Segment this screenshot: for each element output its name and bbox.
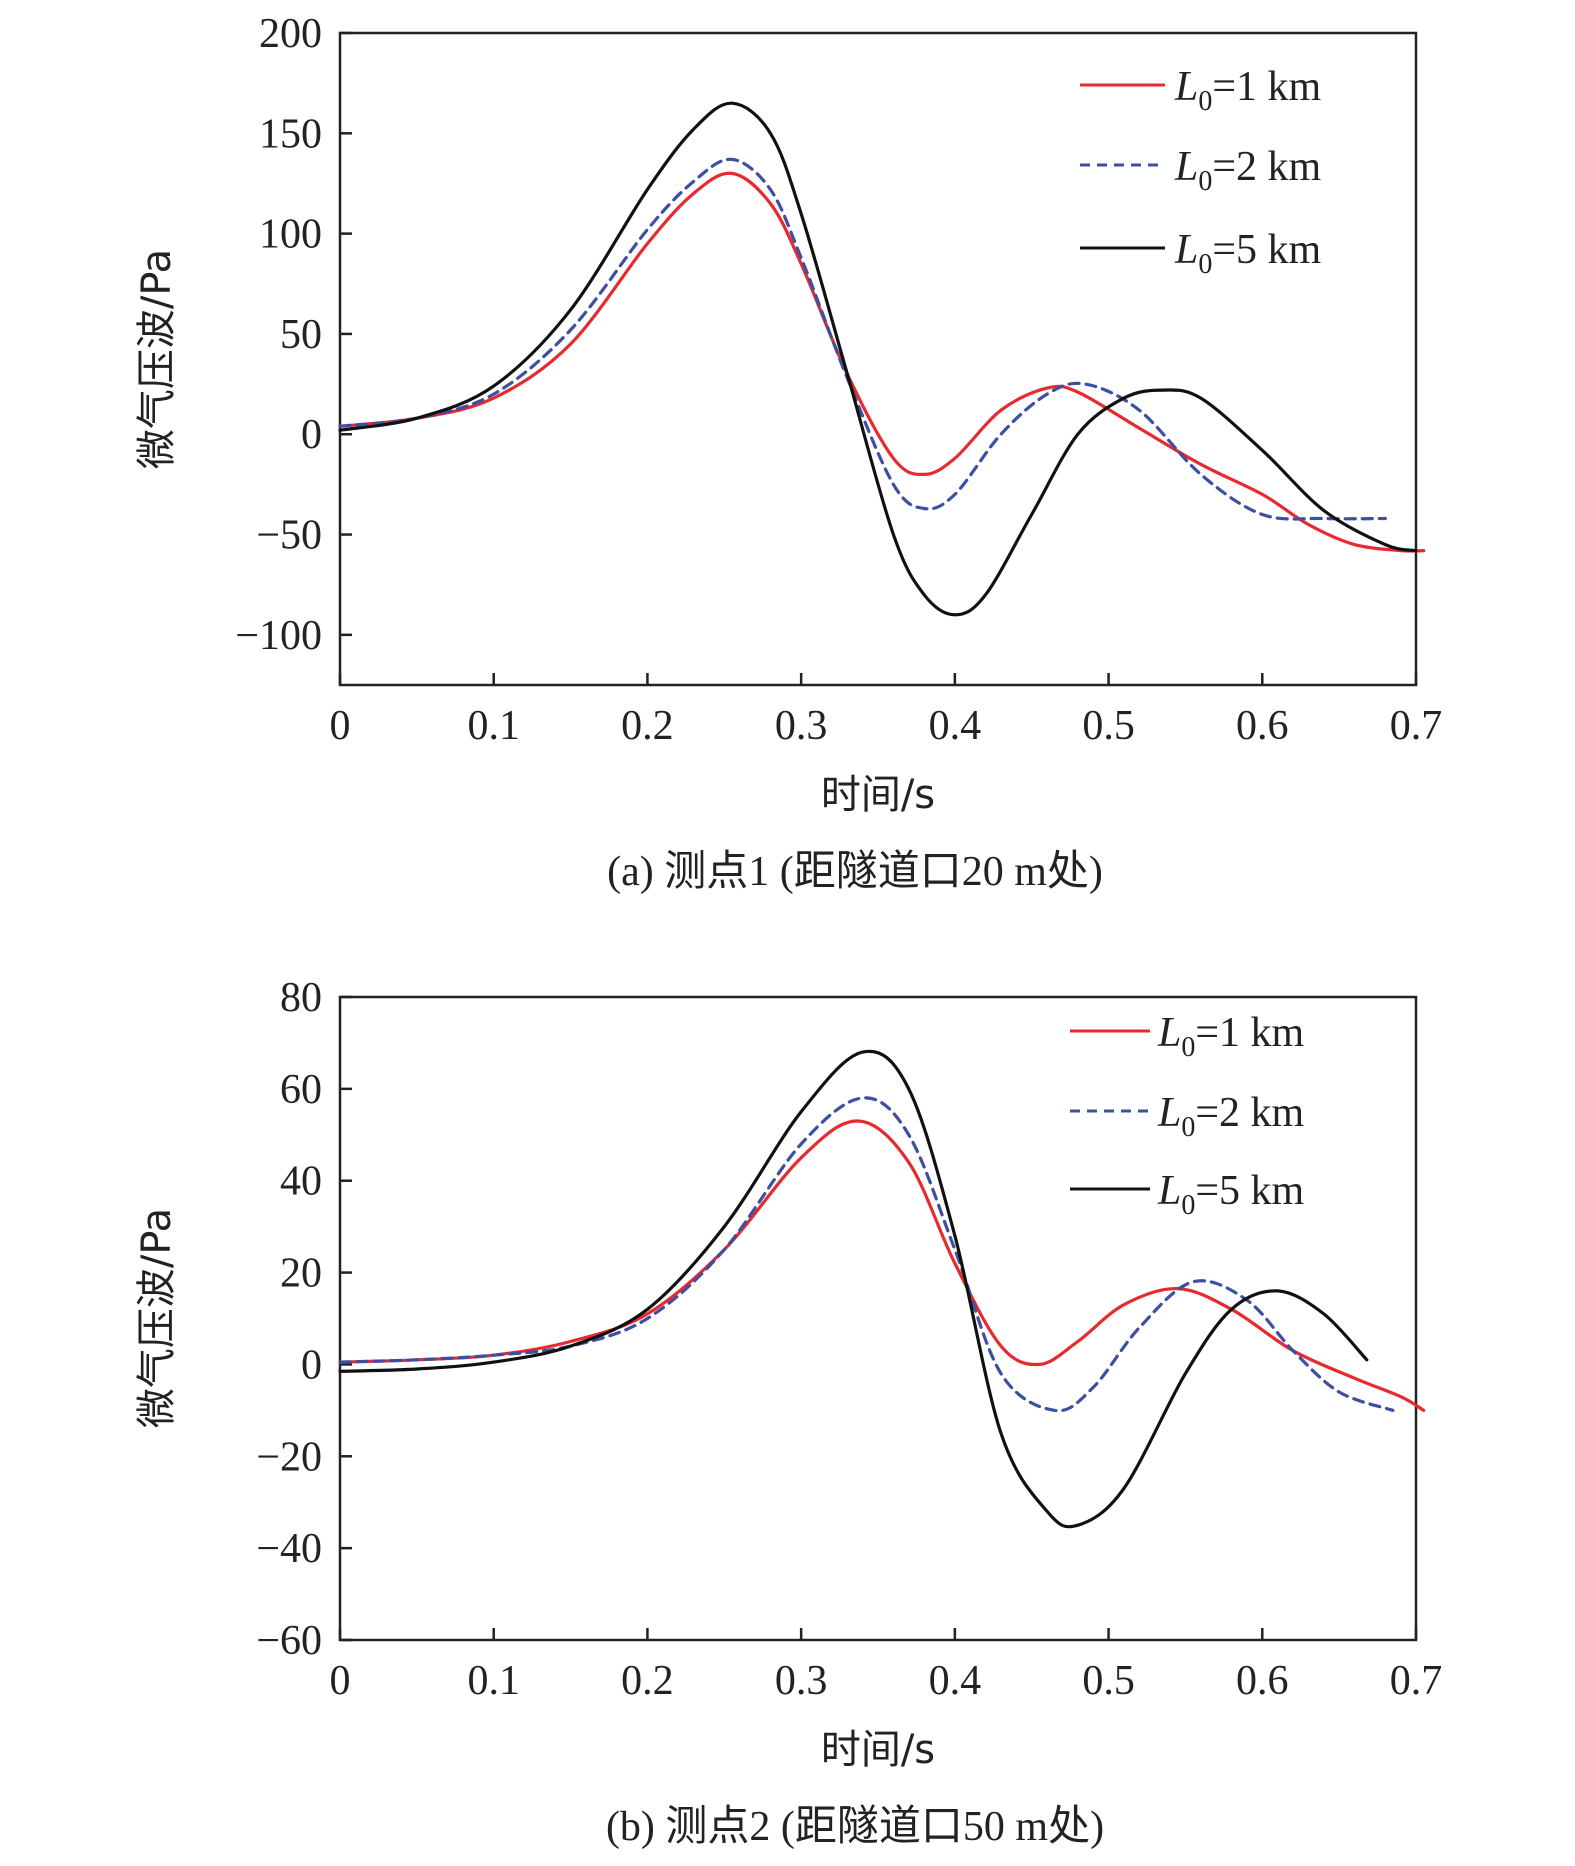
series-line-b-2 <box>338 1096 1395 1413</box>
legend-item-b-3: L0=5 km <box>1070 1168 1305 1221</box>
x-tick-label: 0.3 <box>775 1658 828 1704</box>
x-tick-label: 0.4 <box>929 703 982 749</box>
x-tick-label: 0.7 <box>1390 703 1443 749</box>
y-axis-ticks-a: 200 150 100 50 0 −50 −100 <box>235 11 352 659</box>
series-group-a <box>338 101 1426 617</box>
x-tick-label: 0.4 <box>929 1658 982 1704</box>
x-tick-label: 0 <box>330 703 351 749</box>
series-line-a-2 <box>338 157 1387 521</box>
x-tick-label: 0.5 <box>1082 703 1135 749</box>
legend-label-a-1: L0=1 km <box>1174 64 1322 117</box>
plot-frame-b <box>338 995 1418 1642</box>
x-axis-ticks-a: 0 0.1 0.2 0.3 0.4 0.5 0.6 0.7 <box>330 673 1443 749</box>
legend-label-b-2: L0=2 km <box>1157 1090 1305 1143</box>
legend-item-a-2: L0=2 km <box>1080 144 1322 197</box>
legend-label-a-3: L0=5 km <box>1174 227 1322 280</box>
y-tick-label: 80 <box>280 975 322 1021</box>
y-tick-label: 100 <box>259 212 322 258</box>
y-tick-label: −40 <box>256 1526 322 1572</box>
x-tick-label: 0.6 <box>1236 1658 1289 1704</box>
y-tick-label: 20 <box>280 1251 322 1297</box>
y-axis-title-a: 微气压波/Pa <box>134 249 180 469</box>
chart-b: 80 60 40 20 0 −20 −40 −60 0 0.1 0.2 0.3 0.4 0.5 0.6 0.… <box>134 975 1442 1850</box>
series-line-a-1 <box>338 171 1426 553</box>
x-axis-title-b: 时间/s <box>821 1727 935 1773</box>
x-tick-label: 0.2 <box>621 703 674 749</box>
series-line-b-3 <box>338 1049 1369 1529</box>
x-tick-label: 0.2 <box>621 1658 674 1704</box>
y-tick-label: 50 <box>280 312 322 358</box>
series-line-b-1 <box>338 1119 1426 1412</box>
y-tick-label: −20 <box>256 1434 322 1480</box>
x-tick-label: 0.3 <box>775 703 828 749</box>
legend-item-a-1: L0=1 km <box>1080 64 1322 117</box>
y-tick-label: 60 <box>280 1067 322 1113</box>
legend-label-b-1: L0=1 km <box>1157 1010 1305 1063</box>
caption-a: (a) 测点1 (距隧道口20 m处) <box>607 849 1103 895</box>
x-tick-label: 0.5 <box>1082 1658 1135 1704</box>
legend-label-a-2: L0=2 km <box>1174 144 1322 197</box>
legend-b: L0=1 km L0=2 km L0=5 km <box>1070 1010 1305 1221</box>
y-tick-label: −50 <box>256 513 322 559</box>
y-axis-ticks-b: 80 60 40 20 0 −20 −40 −60 <box>256 975 352 1664</box>
series-line-a-3 <box>338 101 1418 617</box>
legend-label-b-3: L0=5 km <box>1157 1168 1305 1221</box>
x-axis-ticks-b: 0 0.1 0.2 0.3 0.4 0.5 0.6 0.7 <box>330 1628 1443 1704</box>
y-tick-label: 40 <box>280 1159 322 1205</box>
legend-item-b-2: L0=2 km <box>1070 1090 1305 1143</box>
y-axis-title-b: 微气压波/Pa <box>134 1208 180 1428</box>
x-tick-label: 0 <box>330 1658 351 1704</box>
x-tick-label: 0.1 <box>467 1658 520 1704</box>
y-tick-label: −100 <box>235 613 322 659</box>
x-tick-label: 0.7 <box>1390 1658 1443 1704</box>
y-tick-label: 0 <box>301 412 322 458</box>
y-tick-label: 200 <box>259 11 322 57</box>
legend-a: L0=1 km L0=2 km L0=5 km <box>1080 64 1322 280</box>
plot-frame-a <box>338 31 1418 687</box>
legend-item-b-1: L0=1 km <box>1070 1010 1305 1063</box>
legend-item-a-3: L0=5 km <box>1080 227 1322 280</box>
y-tick-label: 0 <box>301 1342 322 1388</box>
x-tick-label: 0.1 <box>467 703 520 749</box>
y-tick-label: −60 <box>256 1618 322 1664</box>
x-tick-label: 0.6 <box>1236 703 1289 749</box>
caption-b: (b) 测点2 (距隧道口50 m处) <box>606 1804 1104 1850</box>
y-tick-label: 150 <box>259 111 322 157</box>
x-axis-title-a: 时间/s <box>821 772 935 818</box>
series-group-b <box>338 1049 1426 1529</box>
